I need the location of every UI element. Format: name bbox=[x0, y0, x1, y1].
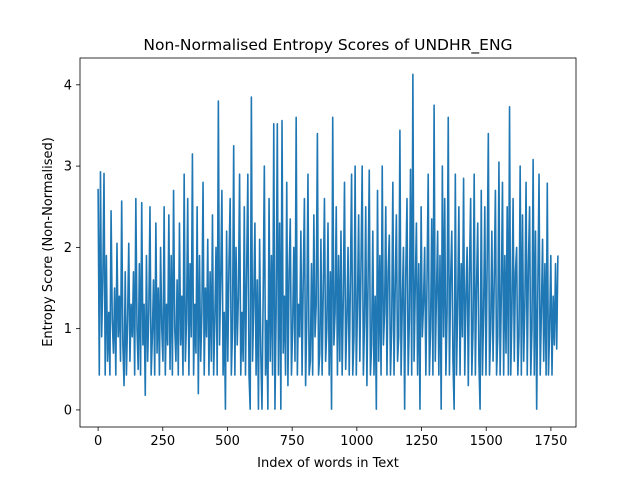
x-axis: 0 250 500 750 1000 1250 1500 1750 bbox=[94, 427, 567, 449]
x-tick-label: 1000 bbox=[340, 434, 373, 449]
x-tick-label: 1500 bbox=[470, 434, 503, 449]
x-tick-label: 750 bbox=[280, 434, 305, 449]
plot-frame bbox=[79, 57, 577, 428]
entropy-series-line bbox=[97, 73, 559, 410]
y-axis: 0 1 2 3 4 bbox=[64, 78, 80, 418]
y-tick-label: 3 bbox=[64, 160, 72, 175]
x-tick-label: 500 bbox=[215, 434, 240, 449]
y-tick-label: 1 bbox=[64, 322, 72, 337]
x-axis-label: Index of words in Text bbox=[257, 456, 399, 471]
x-tick-label: 0 bbox=[94, 434, 102, 449]
x-tick-label: 250 bbox=[150, 434, 175, 449]
x-tick-label: 1250 bbox=[405, 434, 438, 449]
chart-title: Non-Normalised Entropy Scores of UNDHR_E… bbox=[143, 36, 512, 55]
x-tick-label: 1750 bbox=[534, 434, 567, 449]
series-layer bbox=[97, 73, 559, 410]
y-tick-label: 2 bbox=[64, 241, 72, 256]
y-axis-label: Entropy Score (Non-Normalised) bbox=[41, 137, 56, 347]
y-tick-label: 4 bbox=[64, 78, 72, 93]
y-tick-label: 0 bbox=[64, 403, 72, 418]
